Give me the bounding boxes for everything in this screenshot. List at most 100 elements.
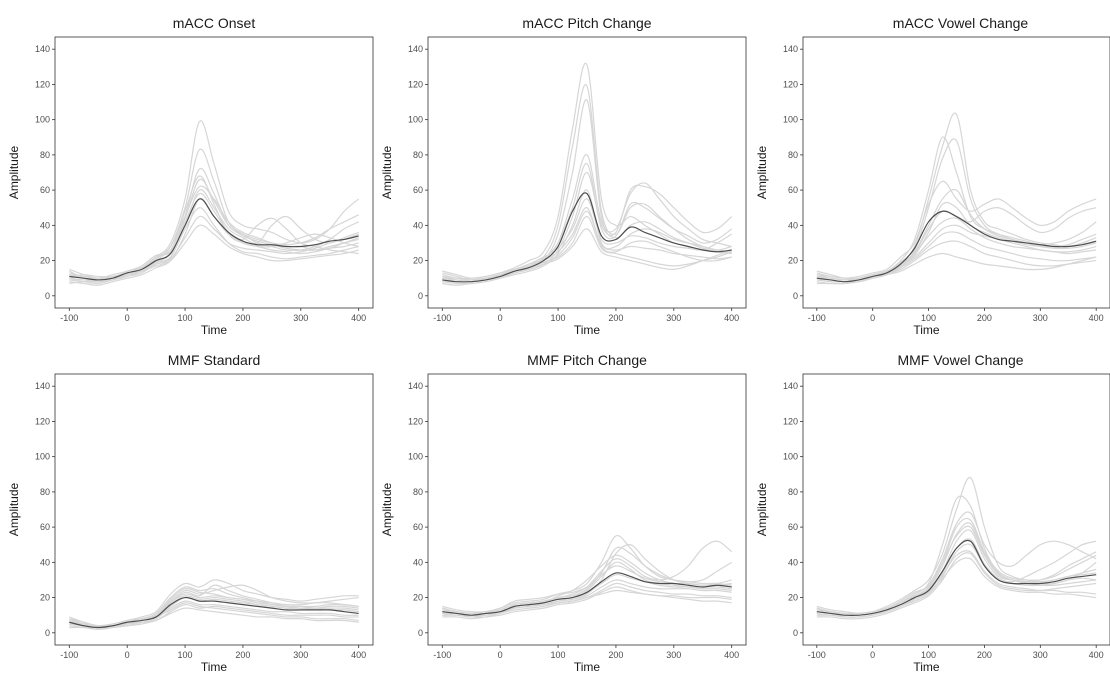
y-tick-label: 60 <box>788 185 798 195</box>
y-tick-label: 40 <box>40 557 50 567</box>
subject-line-12 <box>442 210 732 281</box>
x-axis-label: Time <box>913 323 940 337</box>
y-tick-label: 60 <box>413 522 423 532</box>
x-tick-label: -100 <box>60 650 78 660</box>
subject-line-6 <box>442 189 732 286</box>
y-tick-label: 60 <box>788 522 798 532</box>
x-axis-label: Time <box>201 323 228 337</box>
y-tick-label: 0 <box>45 291 50 301</box>
y-tick-label: 80 <box>413 487 423 497</box>
plot-area <box>442 534 733 620</box>
subject-line-3 <box>442 540 733 615</box>
chart-panel-4: 0 20 40 60 80 100 120 140 -100 0 100 200 300 400 MMF S… <box>7 352 374 674</box>
y-tick-label: 100 <box>783 115 798 125</box>
panel-title: mACC Vowel Change <box>893 15 1029 31</box>
y-tick-label: 0 <box>418 628 423 638</box>
subject-line-10 <box>816 517 1097 615</box>
subject-line-4 <box>816 180 1097 279</box>
panel-title: MMF Standard <box>168 352 261 368</box>
panel-title: MMF Pitch Change <box>527 352 647 368</box>
y-tick-label: 20 <box>40 256 50 266</box>
x-tick-label: 400 <box>1089 650 1104 660</box>
x-tick-label: 400 <box>724 313 739 323</box>
plot-area <box>442 62 733 286</box>
x-tick-label: 400 <box>1089 313 1104 323</box>
y-tick-label: 140 <box>35 381 50 391</box>
x-tick-label: 100 <box>178 313 193 323</box>
y-tick-label: 20 <box>40 593 50 603</box>
y-tick-label: 0 <box>418 291 423 301</box>
x-tick-label: 200 <box>235 313 250 323</box>
plot-frame <box>802 36 1110 309</box>
y-tick-label: 80 <box>788 150 798 160</box>
x-tick-label: 0 <box>498 650 503 660</box>
y-tick-label: 20 <box>413 256 423 266</box>
y-tick-label: 40 <box>413 220 423 230</box>
x-axis-label: Time <box>201 660 228 674</box>
subject-line-4 <box>442 154 732 281</box>
x-tick-label: 200 <box>608 650 623 660</box>
x-tick-label: -100 <box>433 313 451 323</box>
y-tick-label: 140 <box>408 381 423 391</box>
y-axis-label: Amplitude <box>380 483 394 537</box>
subject-line-11 <box>816 188 1097 280</box>
y-axis-label: Amplitude <box>7 483 21 537</box>
subject-line-1 <box>442 534 733 615</box>
subject-line-4 <box>816 529 1097 618</box>
mean-line <box>816 210 1097 283</box>
x-tick-label: 200 <box>608 313 623 323</box>
y-tick-label: 60 <box>40 185 50 195</box>
subject-line-10 <box>442 589 732 617</box>
y-tick-label: 140 <box>408 44 423 54</box>
x-tick-label: 200 <box>235 650 250 660</box>
subject-line-9 <box>69 595 359 627</box>
y-axis-label: Amplitude <box>755 146 769 200</box>
y-tick-label: 80 <box>40 487 50 497</box>
y-tick-label: 120 <box>783 79 798 89</box>
y-tick-label: 20 <box>788 593 798 603</box>
plot-frame <box>54 373 374 646</box>
chart-panel-2: 0 20 40 60 80 100 120 140 -100 0 100 200 300 400 mACC … <box>380 15 747 337</box>
y-tick-label: 120 <box>783 416 798 426</box>
mean-line <box>816 539 1097 617</box>
x-tick-label: 200 <box>977 313 992 323</box>
y-tick-label: 120 <box>35 416 50 426</box>
x-tick-label: 0 <box>870 313 875 323</box>
mean-line <box>442 572 732 616</box>
x-tick-label: 100 <box>921 313 936 323</box>
panel-title: mACC Pitch Change <box>522 15 651 31</box>
subject-line-6 <box>816 224 1097 281</box>
panel-title: MMF Vowel Change <box>897 352 1023 368</box>
y-tick-label: 60 <box>413 185 423 195</box>
x-axis-label: Time <box>913 660 940 674</box>
x-tick-label: 100 <box>551 313 566 323</box>
mean-line <box>69 198 359 281</box>
subject-line-4 <box>69 175 359 281</box>
subject-line-11 <box>69 607 359 630</box>
subject-line-9 <box>816 557 1097 618</box>
subject-line-7 <box>69 207 359 278</box>
x-axis-label: Time <box>574 323 601 337</box>
x-tick-label: 300 <box>666 313 681 323</box>
x-tick-label: 0 <box>870 650 875 660</box>
subject-line-12 <box>816 525 1097 617</box>
subject-line-3 <box>442 99 732 285</box>
x-tick-label: 300 <box>293 313 308 323</box>
panel-title: mACC Onset <box>173 15 256 31</box>
subject-line-7 <box>442 207 732 281</box>
x-tick-label: 100 <box>921 650 936 660</box>
plot-frame <box>427 373 747 646</box>
mean-line <box>442 192 732 283</box>
x-tick-label: 300 <box>293 650 308 660</box>
subject-line-7 <box>816 552 1097 620</box>
x-tick-label: 300 <box>1033 313 1048 323</box>
x-tick-label: 100 <box>178 650 193 660</box>
subject-line-8 <box>816 538 1097 617</box>
y-tick-label: 40 <box>413 557 423 567</box>
subject-line-3 <box>69 596 359 629</box>
subject-line-12 <box>69 178 359 281</box>
plot-frame <box>427 36 747 309</box>
x-tick-label: 300 <box>1033 650 1048 660</box>
y-axis-label: Amplitude <box>380 146 394 200</box>
x-tick-label: 0 <box>125 313 130 323</box>
